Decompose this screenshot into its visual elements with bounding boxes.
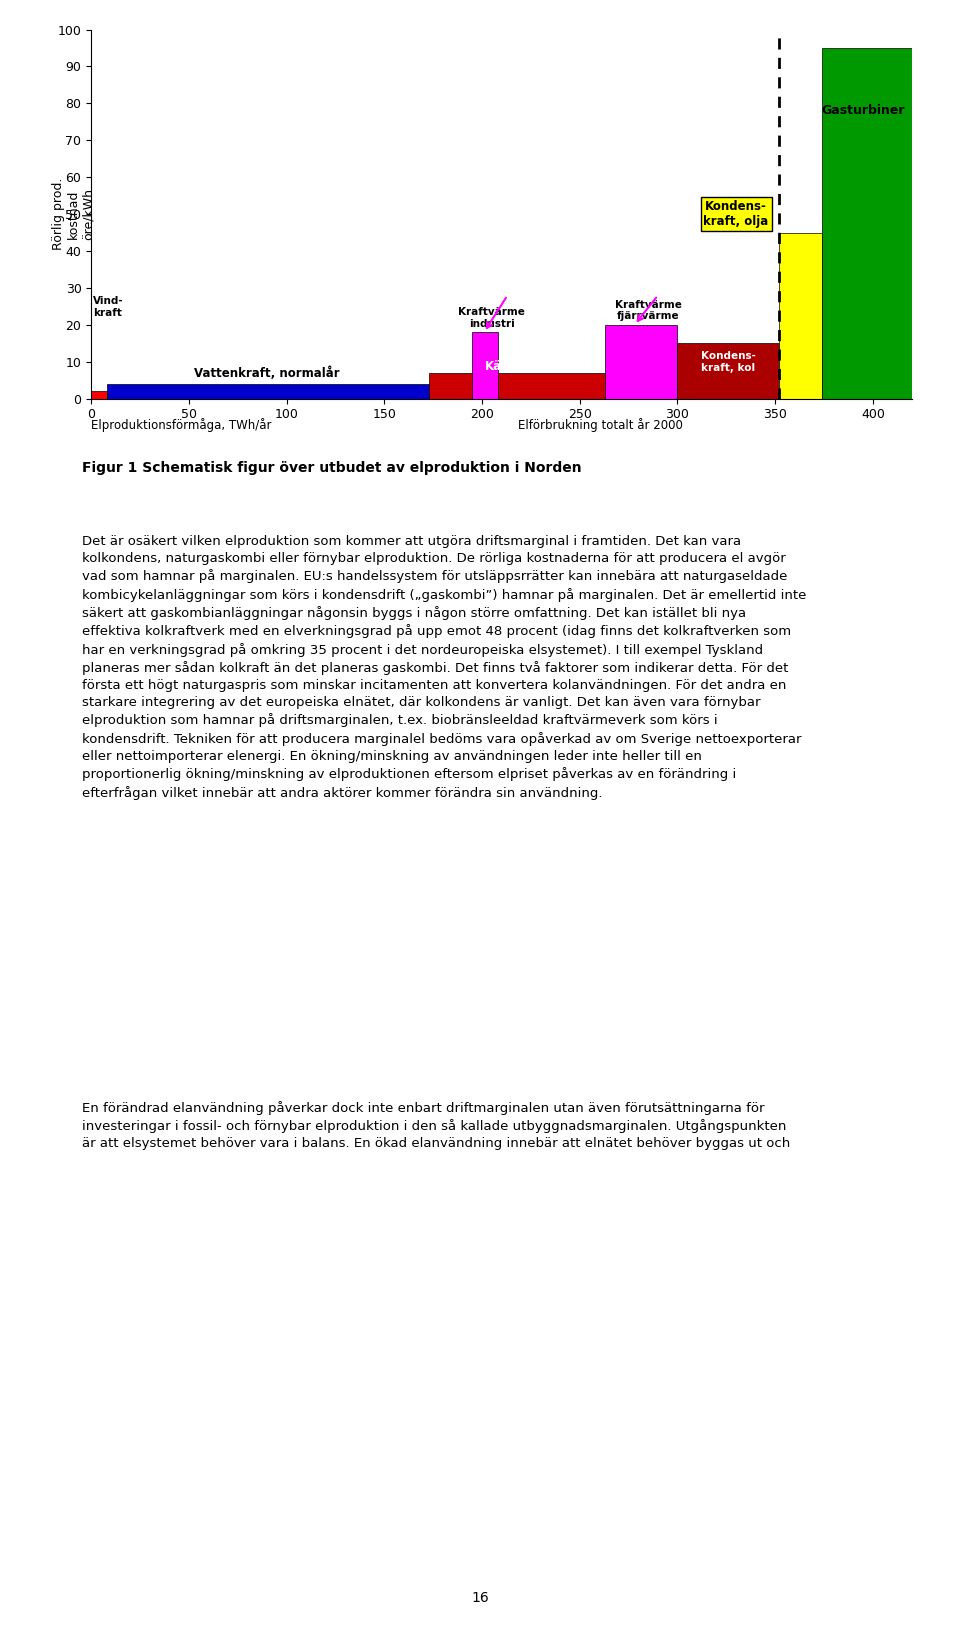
Bar [429,373,605,399]
Text: Elproduktionsförmåga, TWh/år: Elproduktionsförmåga, TWh/år [91,418,272,433]
Y-axis label: Rörlig prod.
kostnad
öre/kWh: Rörlig prod. kostnad öre/kWh [52,177,95,251]
Bar [91,391,107,399]
Bar [605,325,678,399]
Bar [107,384,429,399]
Text: Det är osäkert vilken elproduktion som kommer att utgöra driftsmarginal i framti: Det är osäkert vilken elproduktion som k… [82,535,806,799]
Bar [472,331,497,399]
Text: En förändrad elanvändning påverkar dock inte enbart driftmarginalen utan även fö: En förändrad elanvändning påverkar dock … [82,1101,790,1150]
Bar [678,343,780,399]
Text: Vind-
kraft: Vind- kraft [93,295,124,318]
Text: Kraftvärme
industri: Kraftvärme industri [458,307,525,328]
Text: Kondens-
kraft, kol: Kondens- kraft, kol [701,351,756,373]
Text: Elförbrukning totalt år 2000: Elförbrukning totalt år 2000 [518,418,683,433]
Text: Kondens-
kraft, olja: Kondens- kraft, olja [704,200,769,228]
Text: Vattenkraft, normalår: Vattenkraft, normalår [194,366,340,381]
Bar [822,48,916,399]
Text: Kraftvärme
fjärrvärme: Kraftvärme fjärrvärme [614,300,682,322]
Text: Figur 1 Schematisk figur över utbudet av elproduktion i Norden: Figur 1 Schematisk figur över utbudet av… [82,461,581,476]
Text: Gasturbiner: Gasturbiner [822,105,905,117]
Bar [780,233,822,399]
Text: 16: 16 [471,1590,489,1605]
Text: Kärnkraft: Kärnkraft [486,359,549,373]
